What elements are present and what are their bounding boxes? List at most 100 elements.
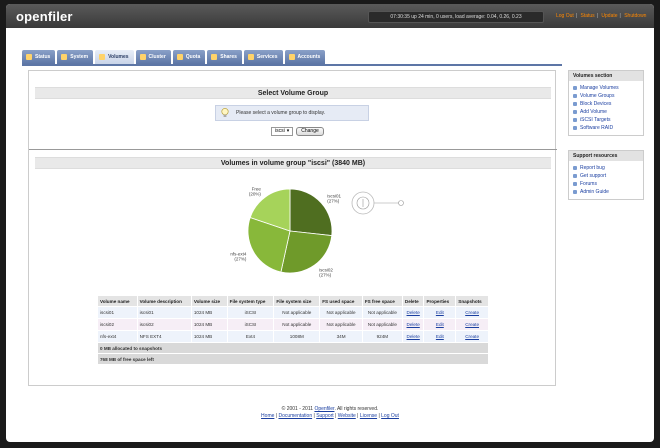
edit-link[interactable]: Edit bbox=[435, 334, 444, 339]
tab-accounts[interactable]: Accounts bbox=[284, 50, 326, 64]
shutdown-link[interactable]: Shutdown bbox=[624, 13, 647, 19]
bullet-icon bbox=[573, 94, 577, 98]
table-row: nfs-ext4 NFS EXT4 1024 MB Ext4 1008M 34M… bbox=[97, 330, 489, 343]
tab-cluster[interactable]: Cluster bbox=[135, 50, 171, 64]
bullet-icon bbox=[573, 102, 577, 106]
divider bbox=[29, 149, 557, 150]
delete-link[interactable]: Delete bbox=[406, 322, 420, 327]
chart-zoom-control[interactable] bbox=[351, 189, 411, 219]
volumes-section-title: Volumes section bbox=[569, 71, 643, 81]
chevron-down-icon: ▾ bbox=[286, 128, 290, 134]
pie-percent-label: (27%) bbox=[327, 199, 340, 204]
pie-label: Free bbox=[252, 186, 262, 191]
sidebar-item-block-devices[interactable]: Block Devices bbox=[569, 100, 643, 108]
top-bar: openfiler 07:30:35 up 24 min, 0 users, l… bbox=[6, 4, 654, 28]
volumes-section-panel: Volumes section Manage Volumes Volume Gr… bbox=[568, 70, 644, 136]
col-snapshots: Snapshots bbox=[455, 295, 489, 307]
top-links: Log Out | Status | Update | Shutdown bbox=[556, 13, 647, 19]
quota-icon bbox=[176, 54, 183, 60]
tab-system[interactable]: System bbox=[57, 50, 94, 64]
footer-copyright: © 2001 - 2011 Openfiler. All rights rese… bbox=[281, 406, 379, 412]
bullet-icon bbox=[573, 118, 577, 122]
pie-label: nfs-ext4 bbox=[230, 252, 247, 257]
tab-shares[interactable]: Shares bbox=[207, 50, 242, 64]
col-fs-used: FS used space bbox=[319, 295, 363, 307]
lightbulb-icon bbox=[221, 108, 229, 117]
edit-link[interactable]: Edit bbox=[435, 322, 444, 327]
volumes-icon bbox=[99, 54, 106, 60]
footer-license-link[interactable]: License bbox=[359, 413, 378, 419]
pie-slice-iscsi02 bbox=[280, 230, 333, 274]
footer-logout-link[interactable]: Log Out bbox=[381, 413, 399, 419]
col-volume-name: Volume name bbox=[97, 295, 138, 307]
sidebar-item-manage-volumes[interactable]: Manage Volumes bbox=[569, 84, 643, 92]
nav-tabs: Status System Volumes Cluster Quota Shar… bbox=[22, 50, 326, 64]
pie-percent-label: (27%) bbox=[234, 257, 247, 262]
col-fs-size: File system size bbox=[273, 295, 321, 307]
change-button[interactable]: Change bbox=[296, 127, 324, 136]
services-icon bbox=[247, 54, 254, 60]
tab-status[interactable]: Status bbox=[22, 50, 56, 64]
snapshot-summary-row: 0 MB allocated to snapshots bbox=[97, 342, 489, 354]
update-link[interactable]: Update bbox=[601, 13, 618, 19]
footer-links: Home | Documentation | Support | Website… bbox=[261, 413, 399, 419]
pie-percent-label: (20%) bbox=[249, 191, 262, 196]
delete-link[interactable]: Delete bbox=[406, 334, 420, 339]
col-volume-size: Volume size bbox=[190, 295, 228, 307]
volumes-heading: Volumes in volume group "iscsi" (3840 MB… bbox=[35, 157, 551, 169]
bullet-icon bbox=[573, 86, 577, 90]
footer-documentation-link[interactable]: Documentation bbox=[278, 413, 313, 419]
select-volume-group-heading: Select Volume Group bbox=[35, 87, 551, 99]
notice-text: Please select a volume group to display. bbox=[236, 110, 326, 116]
logout-link[interactable]: Log Out bbox=[556, 13, 574, 19]
pie-label: iscsi02 bbox=[319, 268, 333, 273]
sidebar-item-volume-groups[interactable]: Volume Groups bbox=[569, 92, 643, 100]
sidebar-item-forums[interactable]: Forums bbox=[569, 180, 643, 188]
app-window: openfiler 07:30:35 up 24 min, 0 users, l… bbox=[6, 4, 654, 442]
delete-link[interactable]: Delete bbox=[406, 310, 420, 315]
sidebar-item-iscsi-targets[interactable]: iSCSI Targets bbox=[569, 116, 643, 124]
bullet-icon bbox=[573, 110, 577, 114]
accounts-icon bbox=[288, 54, 295, 60]
sidebar-item-get-support[interactable]: Get support bbox=[569, 172, 643, 180]
tab-services[interactable]: Services bbox=[243, 50, 283, 64]
bullet-icon bbox=[573, 190, 577, 194]
col-fs-free: FS free space bbox=[361, 295, 403, 307]
bullet-icon bbox=[573, 182, 577, 186]
pie-slice-free bbox=[249, 188, 291, 232]
sidebar-item-admin-guide[interactable]: Admin Guide bbox=[569, 188, 643, 196]
bullet-icon bbox=[573, 166, 577, 170]
sidebar-item-software-raid[interactable]: Software RAID bbox=[569, 124, 643, 132]
openfiler-link[interactable]: Openfiler bbox=[314, 406, 335, 412]
create-snapshot-link[interactable]: Create bbox=[465, 310, 480, 315]
create-snapshot-link[interactable]: Create bbox=[465, 322, 480, 327]
free-space-summary-row: 768 MB of free space left bbox=[97, 353, 489, 365]
footer-website-link[interactable]: Website bbox=[337, 413, 356, 419]
pie-slice-nfs-ext4 bbox=[247, 217, 291, 273]
tab-volumes[interactable]: Volumes bbox=[95, 50, 134, 64]
pie-percent-label: (27%) bbox=[319, 273, 332, 278]
volumes-table: Volume name Volume description Volume si… bbox=[97, 295, 489, 365]
tab-quota[interactable]: Quota bbox=[172, 50, 206, 64]
openfiler-logo[interactable]: openfiler bbox=[16, 9, 73, 24]
info-notice: Please select a volume group to display. bbox=[215, 105, 369, 121]
edit-link[interactable]: Edit bbox=[435, 310, 444, 315]
status-link[interactable]: Status bbox=[580, 13, 595, 19]
status-icon bbox=[26, 54, 32, 60]
volume-group-select[interactable]: iscsi ▾ bbox=[271, 127, 294, 136]
create-snapshot-link[interactable]: Create bbox=[465, 334, 480, 339]
col-properties: Properties bbox=[423, 295, 457, 307]
system-icon bbox=[61, 54, 68, 60]
shares-icon bbox=[211, 54, 218, 60]
volume-usage-pie-chart: iscsi01(27%)iscsi02(27%)nfs-ext4(27%)Fre… bbox=[230, 186, 341, 278]
bullet-icon bbox=[573, 126, 577, 130]
system-uptime-info: 07:30:35 up 24 min, 0 users, load averag… bbox=[368, 11, 544, 23]
support-resources-panel: Support resources Report bug Get support… bbox=[568, 150, 644, 200]
sidebar-item-add-volume[interactable]: Add Volume bbox=[569, 108, 643, 116]
footer-home-link[interactable]: Home bbox=[261, 413, 275, 419]
tab-underline bbox=[22, 64, 562, 66]
footer-support-link[interactable]: Support bbox=[316, 413, 334, 419]
main-content: Select Volume Group Please select a volu… bbox=[28, 70, 557, 386]
sidebar-item-report-bug[interactable]: Report bug bbox=[569, 164, 643, 172]
cluster-icon bbox=[139, 54, 146, 60]
